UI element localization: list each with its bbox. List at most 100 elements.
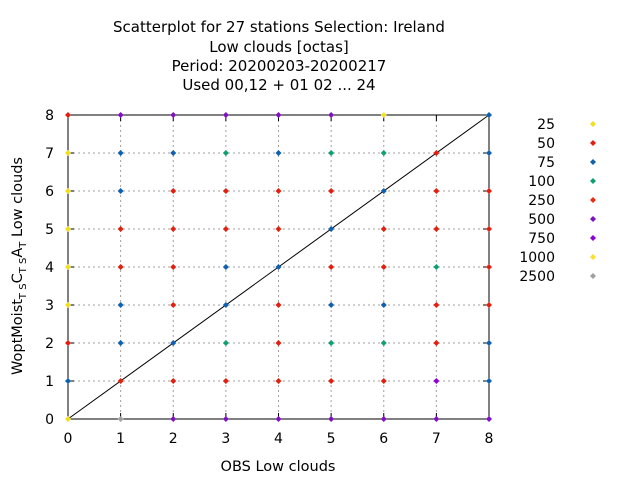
- scatter-point: [170, 302, 177, 308]
- scatter-point: [65, 340, 71, 346]
- y-tick-label: 2: [45, 336, 54, 352]
- scatter-point: [486, 416, 492, 422]
- legend-label: 100: [528, 174, 555, 190]
- scatter-point: [328, 150, 335, 156]
- scatter-point: [328, 378, 335, 384]
- legend-marker: [590, 254, 596, 260]
- y-axis-label: WoptMoistT SCT SAT Low clouds: [10, 157, 29, 375]
- x-tick-label: 6: [379, 431, 388, 447]
- scatter-point: [65, 302, 71, 308]
- y-tick-label: 6: [45, 184, 54, 200]
- legend: 25 50 75 100 250 500 750 1000 2500: [519, 117, 596, 285]
- scatter-point: [170, 188, 177, 194]
- y-tick-label: 3: [45, 298, 54, 314]
- scatter-point: [65, 188, 71, 194]
- legend-label: 50: [537, 136, 555, 152]
- scatter-point: [117, 416, 124, 422]
- scatter-point: [486, 340, 492, 346]
- scatter-point: [65, 112, 71, 118]
- scatter-point: [486, 150, 492, 156]
- scatter-point: [117, 188, 124, 194]
- scatter-point: [275, 340, 282, 346]
- scatter-point: [170, 378, 177, 384]
- scatter-point: [328, 302, 335, 308]
- legend-marker: [590, 140, 596, 146]
- scatter-point: [433, 264, 440, 270]
- y-tick-label: 1: [45, 374, 54, 390]
- scatter-point: [170, 416, 177, 422]
- scatter-point: [117, 226, 124, 232]
- scatter-point: [275, 188, 282, 194]
- scatter-point: [486, 226, 492, 232]
- scatter-point: [380, 302, 387, 308]
- legend-marker: [590, 216, 596, 222]
- scatter-point: [275, 264, 282, 270]
- scatter-point: [117, 378, 124, 384]
- scatter-point: [222, 340, 229, 346]
- scatter-point: [328, 416, 335, 422]
- y-tick-label: 8: [45, 108, 54, 124]
- scatter-point: [117, 150, 124, 156]
- x-axis-label: OBS Low clouds: [221, 459, 336, 475]
- scatter-point: [117, 112, 124, 118]
- scatter-point: [117, 264, 124, 270]
- y-label-part: A: [10, 248, 26, 258]
- title-line-1: Scatterplot for 27 stations Selection: I…: [113, 18, 445, 36]
- legend-marker: [590, 197, 596, 203]
- scatter-point: [380, 150, 387, 156]
- scatter-point: [65, 226, 71, 232]
- y-tick-label: 4: [45, 260, 54, 276]
- legend-marker: [590, 178, 596, 184]
- data-points: [65, 112, 492, 422]
- x-tick-label: 3: [221, 431, 230, 447]
- title-line-4: Used 00,12 + 01 02 ... 24: [182, 76, 375, 94]
- scatter-point: [170, 340, 177, 346]
- scatter-point: [486, 188, 492, 194]
- x-tick-label: 5: [327, 431, 336, 447]
- scatter-point: [380, 226, 387, 232]
- y-label-part: WoptMoist: [10, 299, 26, 375]
- scatter-point: [433, 150, 440, 156]
- scatter-point: [486, 112, 492, 118]
- scatter-point: [433, 340, 440, 346]
- y-label-subscript: T: [18, 241, 29, 249]
- scatter-point: [170, 112, 177, 118]
- scatter-point: [275, 416, 282, 422]
- scatter-point: [380, 416, 387, 422]
- scatter-point: [275, 302, 282, 308]
- scatter-point: [328, 188, 335, 194]
- y-tick-label: 0: [45, 412, 54, 428]
- y-tick-label: 5: [45, 222, 54, 238]
- scatter-point: [275, 226, 282, 232]
- scatter-point: [117, 302, 124, 308]
- scatter-point: [65, 150, 71, 156]
- scatter-point: [65, 264, 71, 270]
- y-label-subscript: T S: [18, 258, 29, 275]
- scatter-point: [433, 188, 440, 194]
- legend-label: 500: [528, 212, 555, 228]
- scatter-point: [222, 226, 229, 232]
- legend-label: 75: [537, 155, 555, 171]
- scatter-point: [222, 150, 229, 156]
- chart-title: Scatterplot for 27 stations Selection: I…: [113, 18, 445, 94]
- scatter-point: [65, 378, 71, 384]
- scatter-point: [433, 226, 440, 232]
- scatter-point: [222, 378, 229, 384]
- scatter-point: [170, 226, 177, 232]
- y-label-part: Low clouds: [10, 157, 26, 242]
- x-tick-label: 2: [169, 431, 178, 447]
- legend-marker: [590, 235, 596, 241]
- legend-marker: [590, 121, 596, 127]
- legend-label: 1000: [519, 250, 555, 266]
- scatter-point: [328, 112, 335, 118]
- scatter-point: [486, 378, 492, 384]
- scatter-point: [380, 112, 387, 118]
- scatter-point: [275, 378, 282, 384]
- scatter-point: [222, 302, 229, 308]
- scatter-point: [170, 150, 177, 156]
- legend-label: 2500: [519, 269, 555, 285]
- scatter-point: [117, 340, 124, 346]
- x-tick-label: 0: [64, 431, 73, 447]
- scatter-point: [222, 264, 229, 270]
